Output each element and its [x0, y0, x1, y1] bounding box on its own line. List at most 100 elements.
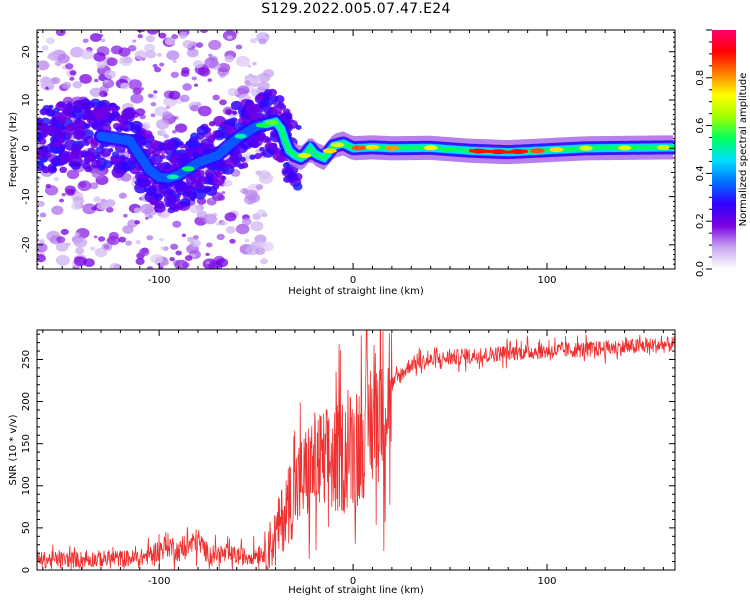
noise-blob	[260, 258, 268, 265]
noise-blob	[221, 176, 227, 181]
noise-blob	[227, 35, 233, 40]
noise-blob	[159, 62, 165, 67]
noise-blob	[75, 247, 85, 255]
noise-blob	[53, 126, 67, 137]
noise-blob	[57, 101, 66, 108]
noise-blob	[55, 242, 69, 252]
noise-blob	[250, 37, 258, 44]
ridge-hotspot	[365, 144, 380, 150]
ridge-hotspot	[182, 166, 195, 172]
noise-blob	[206, 242, 213, 248]
x-tick-label: -100	[148, 576, 171, 587]
noise-blob	[179, 197, 191, 207]
noise-blob	[185, 175, 197, 185]
noise-blob	[111, 151, 120, 158]
noise-blob	[91, 206, 97, 211]
noise-blob	[84, 141, 90, 147]
ridge-peak	[469, 149, 528, 154]
noise-blob	[160, 246, 165, 250]
noise-blob	[224, 55, 235, 63]
noise-blob	[247, 193, 261, 203]
ridge-hotspot	[617, 145, 632, 151]
noise-blob	[70, 151, 80, 159]
noise-blob	[133, 207, 142, 214]
noise-blob	[249, 154, 256, 160]
noise-blob	[191, 239, 201, 248]
noise-blob	[174, 259, 188, 269]
y-tick-label: 250	[21, 350, 32, 369]
x-tick-label: 0	[350, 275, 356, 286]
noise-blob	[134, 220, 141, 225]
noise-blob	[253, 136, 260, 142]
noise-blob	[150, 113, 156, 118]
noise-blob	[85, 101, 95, 109]
noise-blob	[100, 38, 106, 43]
noise-blob	[47, 163, 57, 171]
noise-blob	[235, 44, 243, 50]
ridge-hotspot	[265, 120, 279, 126]
noise-blob	[72, 129, 86, 140]
snr-plot-area	[37, 330, 675, 570]
noise-blob	[199, 30, 209, 34]
noise-blob	[213, 115, 227, 127]
noise-blob	[169, 203, 179, 211]
noise-blob	[94, 247, 108, 258]
spectrogram-frame	[36, 29, 676, 270]
noise-blob	[204, 168, 217, 178]
noise-blob	[187, 236, 194, 243]
noise-blob	[54, 60, 62, 67]
noise-blob	[244, 156, 249, 160]
noise-blob	[198, 67, 211, 77]
noise-blob	[172, 129, 177, 134]
noise-blob	[182, 40, 194, 49]
noise-blob	[64, 185, 76, 195]
noise-blob	[142, 130, 153, 139]
noise-blob	[159, 266, 164, 269]
noise-blob	[125, 240, 133, 246]
noise-blob	[287, 119, 299, 129]
noise-blob	[118, 236, 127, 243]
y-tick-label: 0	[21, 567, 32, 573]
noise-blob	[45, 183, 52, 189]
y-tick-label: 20	[21, 45, 32, 58]
noise-blob	[123, 56, 132, 64]
ridge-hotspot	[351, 145, 367, 151]
noise-blob	[225, 109, 233, 115]
y-tick-label: 200	[21, 392, 32, 411]
noise-blob	[287, 171, 298, 181]
chart-title: S129.2022.005.07.47.E24	[261, 1, 451, 17]
noise-blob	[175, 193, 181, 199]
noise-blob	[189, 204, 202, 214]
noise-blob	[42, 150, 52, 159]
noise-blob	[41, 110, 47, 115]
noise-blob	[282, 162, 290, 169]
noise-blob	[80, 151, 89, 158]
noise-blob	[158, 237, 164, 242]
ridge-hotspot	[322, 148, 337, 154]
colorbar-tick-label: 0.6	[695, 118, 706, 134]
noise-blob	[57, 53, 70, 64]
ridge-hotspot	[423, 145, 438, 151]
noise-blob	[49, 136, 59, 143]
noise-blob	[118, 47, 131, 57]
noise-blob	[227, 88, 239, 97]
noise-blob	[182, 83, 192, 91]
noise-blob	[262, 97, 274, 107]
noise-blob	[218, 126, 226, 133]
noise-blob	[49, 144, 62, 155]
noise-blob	[108, 231, 119, 240]
noise-blob	[103, 50, 110, 56]
noise-blob	[44, 76, 49, 80]
noise-blob	[169, 257, 175, 262]
noise-blob	[205, 186, 218, 196]
noise-blob	[257, 81, 270, 92]
noise-blob	[196, 101, 202, 107]
noise-blob	[73, 237, 88, 248]
y-tick-label: 10	[21, 94, 32, 107]
noise-blob	[179, 34, 186, 39]
noise-blob	[138, 247, 150, 257]
noise-blob	[93, 196, 102, 203]
noise-blob	[51, 118, 59, 125]
noise-blob	[259, 104, 265, 109]
noise-blob	[205, 252, 210, 257]
